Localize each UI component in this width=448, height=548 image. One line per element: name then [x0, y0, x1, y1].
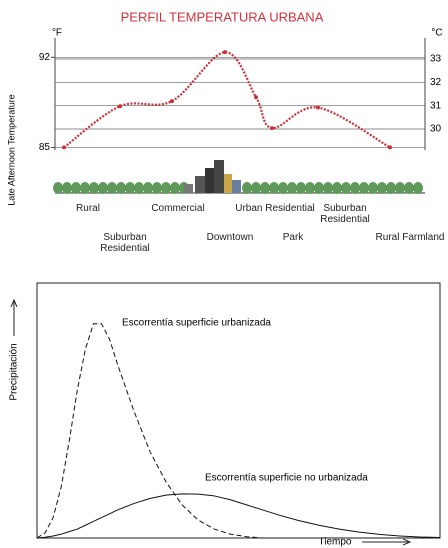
tree — [71, 182, 81, 194]
tree — [62, 182, 72, 194]
page: PERFIL TEMPERATURA URBANA °F °C Late Aft… — [0, 0, 448, 548]
building — [224, 174, 232, 193]
tree — [134, 182, 144, 194]
point — [270, 126, 274, 130]
tree — [107, 182, 117, 194]
charts: PERFIL TEMPERATURA URBANA °F °C Late Aft… — [0, 0, 448, 548]
y2-tick-label: 32 — [430, 77, 442, 88]
point — [170, 99, 174, 103]
tree — [368, 182, 378, 194]
tree — [152, 182, 162, 194]
tree — [413, 182, 423, 194]
tree — [80, 182, 90, 194]
y2-tick-label: 30 — [430, 124, 442, 135]
runoff-curve — [37, 494, 440, 538]
tree — [377, 182, 387, 194]
tree — [305, 182, 315, 194]
building — [205, 168, 214, 193]
tree — [341, 182, 351, 194]
x-tick-label: Suburban Residential — [83, 232, 167, 254]
point — [223, 50, 227, 54]
building — [232, 180, 241, 193]
x-tick-label: Park — [251, 232, 335, 243]
y-tick-label: 85 — [39, 142, 51, 153]
annotation: Escorrentía superficie urbanizada — [122, 318, 271, 329]
x-tick-label: Suburban Residential — [303, 203, 387, 225]
building — [195, 176, 205, 193]
tree — [314, 182, 324, 194]
tree — [269, 182, 279, 194]
y2-tick-label: 31 — [430, 100, 442, 111]
point — [62, 145, 66, 149]
city-silhouette — [53, 160, 425, 194]
x-tick-label: Commercial — [136, 203, 220, 214]
tree — [278, 182, 288, 194]
tree — [260, 182, 270, 194]
y2-unit: °C — [431, 28, 442, 39]
y-axis-label: Late Afternoon Temperature — [6, 94, 16, 205]
temperature-line — [64, 52, 390, 147]
tree — [395, 182, 405, 194]
tree — [143, 182, 153, 194]
annotation: Escorrentía superficie no urbanizada — [205, 473, 368, 484]
tree — [359, 182, 369, 194]
building — [214, 160, 224, 193]
y-tick-label: 92 — [39, 52, 51, 63]
x-tick-label: Rural Farmland — [368, 232, 448, 243]
point — [254, 95, 258, 99]
tree — [98, 182, 108, 194]
tree — [89, 182, 99, 194]
point — [118, 104, 122, 108]
runoff-curve — [37, 324, 440, 538]
point — [316, 106, 320, 110]
building — [184, 184, 193, 193]
tree — [332, 182, 342, 194]
tree — [296, 182, 306, 194]
point — [388, 145, 392, 149]
tree — [53, 182, 63, 194]
tree — [125, 182, 135, 194]
x-tick-label: Rural — [46, 203, 130, 214]
y-unit: °F — [52, 28, 62, 39]
tree — [287, 182, 297, 194]
tree — [170, 182, 180, 194]
chart-title: PERFIL TEMPERATURA URBANA — [121, 9, 324, 24]
tree — [161, 182, 171, 194]
tree — [323, 182, 333, 194]
y2-tick-label: 33 — [430, 54, 442, 65]
tree — [242, 182, 252, 194]
tree — [386, 182, 396, 194]
tree — [251, 182, 261, 194]
tree — [404, 182, 414, 194]
tree — [350, 182, 360, 194]
y-axis-label: Precipitación — [9, 343, 20, 400]
tree — [116, 182, 126, 194]
